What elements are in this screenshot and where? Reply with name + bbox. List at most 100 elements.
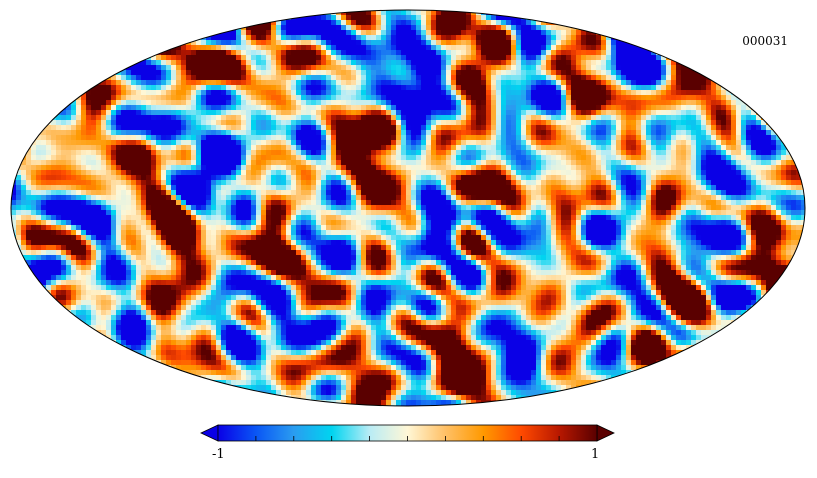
map-pixel [506, 185, 512, 191]
map-pixel [436, 155, 442, 161]
map-pixel [276, 70, 282, 76]
map-pixel [661, 195, 667, 201]
map-pixel [506, 20, 512, 26]
map-pixel [231, 85, 237, 91]
map-pixel [766, 175, 772, 181]
map-pixel [446, 30, 452, 36]
map-pixel [111, 190, 117, 196]
map-pixel [306, 155, 312, 161]
map-pixel [491, 60, 497, 66]
map-pixel [306, 50, 312, 56]
map-pixel [321, 180, 327, 186]
map-pixel [401, 35, 407, 41]
map-pixel [566, 100, 572, 106]
map-pixel [231, 55, 237, 61]
map-pixel [236, 55, 242, 61]
map-pixel [131, 90, 137, 96]
map-pixel [331, 135, 337, 141]
map-pixel [71, 105, 77, 111]
map-pixel [231, 115, 237, 121]
map-pixel [666, 200, 672, 206]
map-pixel [741, 150, 747, 156]
map-pixel [81, 145, 87, 151]
map-pixel [586, 180, 592, 186]
map-pixel [216, 120, 222, 126]
map-pixel [226, 195, 232, 201]
map-pixel [691, 180, 697, 186]
map-pixel [256, 45, 262, 51]
map-pixel [411, 140, 417, 146]
map-pixel [371, 120, 377, 126]
map-pixel [416, 200, 422, 206]
map-pixel [461, 155, 467, 161]
map-pixel [546, 25, 552, 31]
map-pixel [126, 105, 132, 111]
map-pixel [166, 95, 172, 101]
map-pixel [491, 50, 497, 56]
map-pixel [121, 150, 127, 156]
map-pixel [141, 125, 147, 131]
map-pixel [141, 85, 147, 91]
map-pixel [531, 30, 537, 36]
map-pixel [621, 55, 627, 61]
map-pixel [191, 155, 197, 161]
map-pixel [541, 135, 547, 141]
map-pixel [731, 190, 737, 196]
map-pixel [556, 195, 562, 201]
map-pixel [386, 65, 392, 71]
map-pixel [131, 80, 137, 86]
map-pixel [286, 55, 292, 61]
map-pixel [626, 200, 632, 206]
map-pixel [361, 155, 367, 161]
map-pixel [691, 140, 697, 146]
map-pixel [456, 135, 462, 141]
map-pixel [31, 140, 37, 146]
map-pixel [671, 165, 677, 171]
map-pixel [701, 160, 707, 166]
map-pixel [171, 105, 177, 111]
map-pixel [546, 65, 552, 71]
map-pixel [251, 90, 257, 96]
map-pixel [511, 90, 517, 96]
map-pixel [381, 90, 387, 96]
map-pixel [781, 155, 787, 161]
map-pixel [36, 125, 42, 131]
map-pixel [646, 135, 652, 141]
map-pixel [736, 185, 742, 191]
map-pixel [366, 125, 372, 131]
map-pixel [151, 135, 157, 141]
map-pixel [136, 120, 142, 126]
map-pixel [611, 100, 617, 106]
map-pixel [476, 100, 482, 106]
map-pixel [551, 30, 557, 36]
map-pixel [756, 135, 762, 141]
map-pixel [341, 165, 347, 171]
map-pixel [546, 145, 552, 151]
map-pixel [476, 165, 482, 171]
map-pixel [556, 140, 562, 146]
map-pixel [191, 100, 197, 106]
map-pixel [196, 190, 202, 196]
map-pixel [61, 125, 67, 131]
map-pixel [271, 175, 277, 181]
map-pixel [16, 180, 22, 186]
map-pixel [301, 95, 307, 101]
map-pixel [386, 125, 392, 131]
map-pixel [716, 140, 722, 146]
map-pixel [256, 50, 262, 56]
map-pixel [361, 200, 367, 206]
map-pixel [176, 60, 182, 66]
map-pixel [166, 75, 172, 81]
map-pixel [551, 55, 557, 61]
map-pixel [56, 170, 62, 176]
map-pixel [176, 155, 182, 161]
map-pixel [196, 160, 202, 166]
map-pixel [116, 160, 122, 166]
map-pixel [51, 120, 57, 126]
map-pixel [256, 155, 262, 161]
map-pixel [391, 60, 397, 66]
map-pixel [316, 105, 322, 111]
map-pixel [46, 190, 52, 196]
map-pixel [526, 20, 532, 26]
map-pixel [386, 185, 392, 191]
